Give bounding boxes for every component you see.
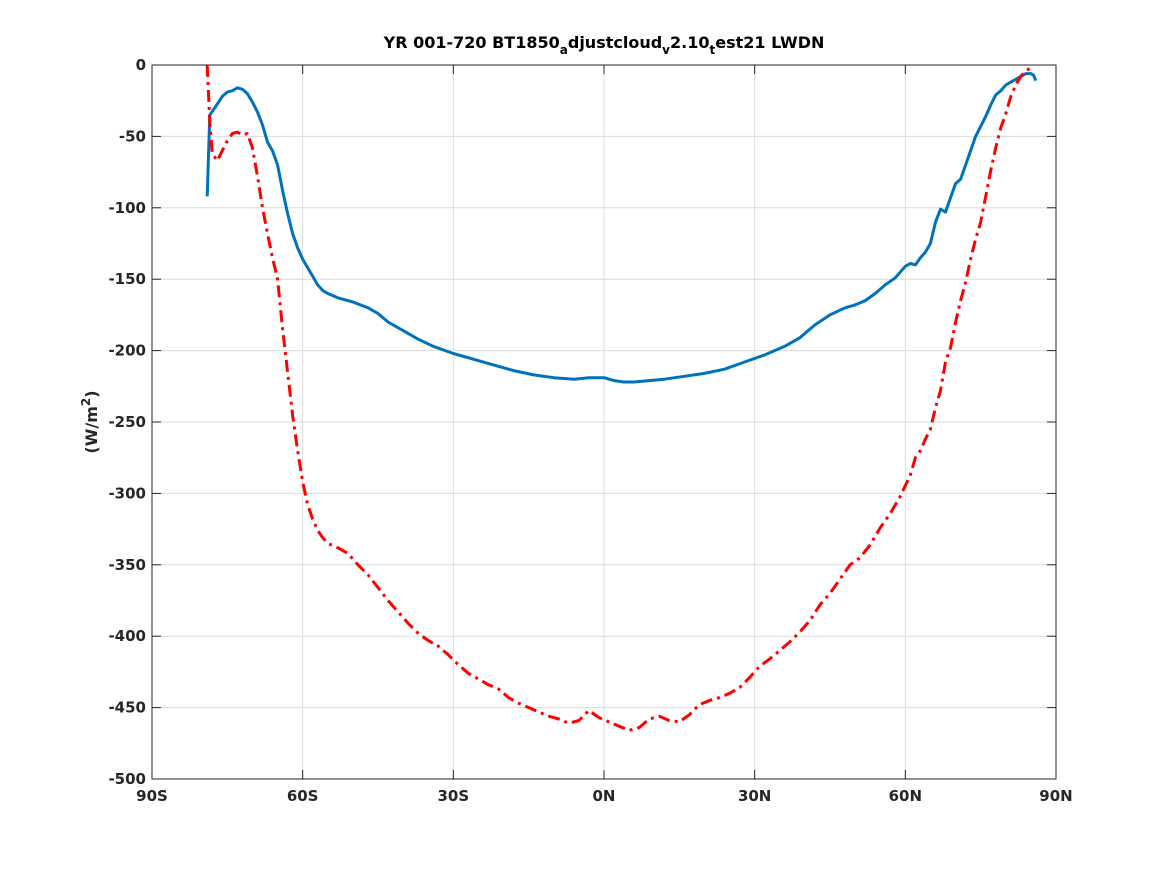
- ylabel-prefix: (W/m: [82, 406, 101, 453]
- title-part-4: est21 LWDN: [715, 33, 824, 52]
- series-layer: [205, 64, 1038, 732]
- y-tick-label: 0: [136, 56, 146, 74]
- series-line-1: [205, 72, 1038, 384]
- grid: [152, 65, 1056, 779]
- title-part-1: YR 001-720 BT1850: [383, 33, 560, 52]
- ylabel-sup: 2: [79, 398, 93, 406]
- chart-title: YR 001-720 BT1850adjustcloudv2.10test21 …: [383, 33, 825, 57]
- series-line-2: [205, 64, 1032, 732]
- title-sub-1: a: [560, 43, 568, 57]
- y-tick-label: -500: [108, 770, 146, 788]
- title-part-3: 2.10: [670, 33, 709, 52]
- title-sub-3: t: [709, 43, 715, 57]
- y-axis-label: (W/m2): [79, 390, 101, 453]
- y-tick-label: -50: [119, 127, 146, 145]
- y-axis: -500-450-400-350-300-250-200-150-100-500: [108, 56, 1056, 788]
- x-tick-label: 30S: [437, 787, 469, 805]
- x-tick-label: 90S: [136, 787, 168, 805]
- ylabel-suffix: ): [82, 390, 101, 397]
- title-part-2: djustcloud: [568, 33, 662, 52]
- y-tick-label: -350: [108, 556, 146, 574]
- x-tick-label: 90N: [1039, 787, 1072, 805]
- y-tick-label: -200: [108, 342, 146, 360]
- x-tick-label: 0N: [593, 787, 616, 805]
- x-tick-label: 30N: [738, 787, 771, 805]
- x-tick-label: 60N: [889, 787, 922, 805]
- x-tick-label: 60S: [287, 787, 319, 805]
- x-axis: 90S 60S 30S 0N 30N 60N 90N: [136, 65, 1073, 805]
- y-tick-label: -400: [108, 627, 146, 645]
- y-tick-label: -300: [108, 484, 146, 502]
- y-tick-label: -250: [108, 413, 146, 431]
- y-tick-label: -450: [108, 699, 146, 717]
- y-tick-label: -150: [108, 270, 146, 288]
- title-sub-2: v: [662, 43, 670, 57]
- y-tick-label: -100: [108, 199, 146, 217]
